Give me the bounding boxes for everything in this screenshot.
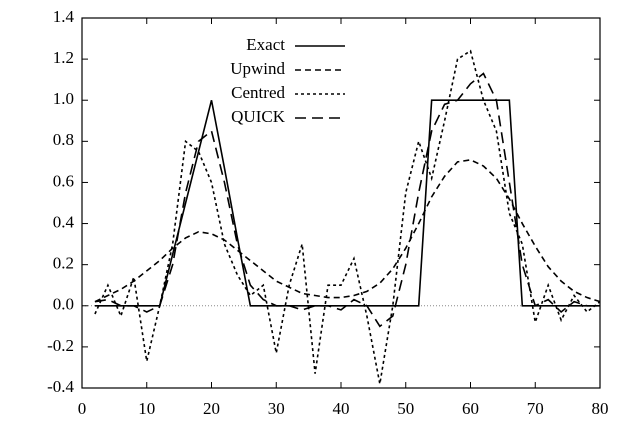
series-line [94,159,601,303]
y-tick-label: 0.8 [53,130,74,149]
y-tick-label: 0.0 [53,295,74,314]
y-tick-label: 0.2 [53,254,74,273]
x-tick-label: 40 [333,399,350,418]
legend-label: Centred [231,83,285,102]
series-line [94,72,600,328]
legend-label: Exact [246,35,285,54]
x-tick-label: 0 [78,399,87,418]
y-tick-label: 0.6 [53,171,74,190]
plot-frame [81,17,601,389]
y-tick-label: -0.2 [47,336,74,355]
y-tick-label: 0.4 [53,212,75,231]
x-tick-label: 20 [203,399,220,418]
y-tick-label: 1.4 [53,7,75,26]
series-line [94,49,601,385]
legend-label: QUICK [231,107,286,126]
x-tick-label: 10 [138,399,155,418]
x-tick-label: 30 [268,399,285,418]
series-line [94,99,600,307]
y-tick-label: -0.4 [47,377,74,396]
x-tick-label: 60 [462,399,479,418]
y-tick-label: 1.0 [53,89,74,108]
y-tick-label: 1.2 [53,48,74,67]
x-tick-label: 70 [527,399,544,418]
x-tick-label: 50 [397,399,414,418]
x-tick-label: 80 [592,399,609,418]
legend-label: Upwind [230,59,285,78]
